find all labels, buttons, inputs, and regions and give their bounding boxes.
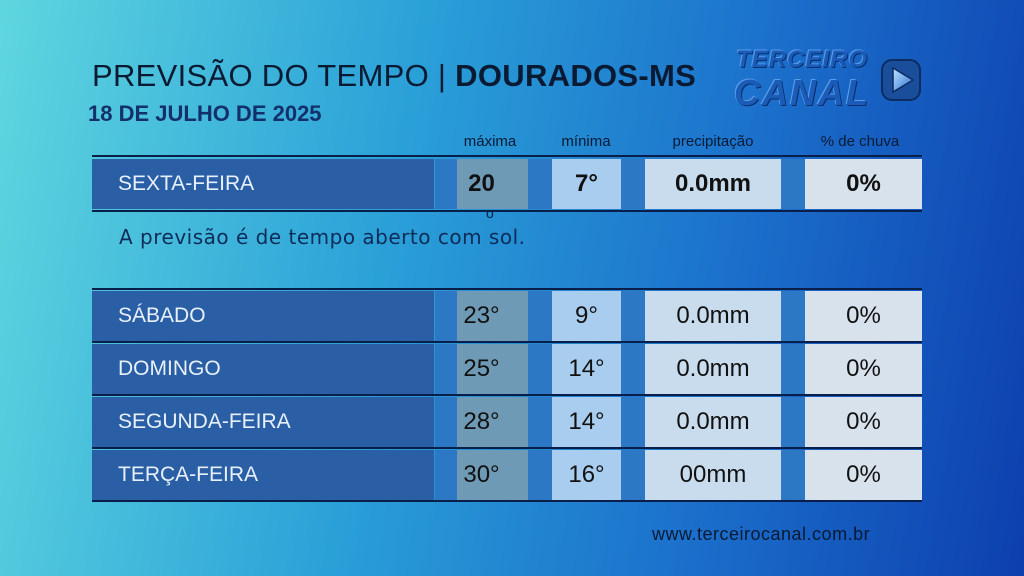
divider: [92, 394, 922, 396]
today-row: SEXTA-FEIRA 20 7° 0.0mm 0%: [92, 159, 922, 209]
col-header-max: máxima: [463, 133, 517, 150]
forecast-rain: 0%: [805, 344, 922, 394]
cell-gap: [621, 450, 645, 500]
divider: [92, 447, 922, 449]
today-max: 20: [468, 170, 495, 197]
col-header-precip: precipitação: [672, 133, 754, 150]
forecast-row: SÁBADO 23° 9° 0.0mm 0%: [92, 291, 922, 341]
play-icon: [881, 59, 921, 101]
forecast-max: 30°: [463, 461, 500, 488]
divider: [92, 288, 922, 290]
forecast-min: 9°: [552, 291, 621, 341]
forecast-row: DOMINGO 25° 14° 0.0mm 0%: [92, 344, 922, 394]
forecast-precip: 0.0mm: [645, 291, 781, 341]
forecast-day: SÁBADO: [92, 291, 434, 341]
divider: [92, 500, 922, 502]
logo-line-1: TERCEIRO: [736, 46, 869, 73]
forecast-day: TERÇA-FEIRA: [92, 450, 434, 500]
cell-gap: [621, 291, 645, 341]
forecast-precip: 0.0mm: [645, 344, 781, 394]
cell-gap: [781, 291, 805, 341]
website-link[interactable]: www.terceirocanal.com.br: [652, 524, 871, 544]
cell-gap: [528, 450, 552, 500]
page-title: PREVISÃO DO TEMPO | DOURADOS-MS: [92, 58, 696, 94]
forecast-min: 14°: [552, 344, 621, 394]
forecast-max-cell: 23°: [435, 291, 529, 341]
forecast-precip: 00mm: [645, 450, 781, 500]
today-rain: 0%: [805, 159, 922, 209]
col-header-min: mínima: [561, 133, 611, 150]
forecast-max: 25°: [463, 355, 500, 382]
logo-line-2: CANAL: [734, 72, 870, 113]
today-day: SEXTA-FEIRA: [92, 159, 434, 209]
divider: [92, 155, 922, 157]
divider: [92, 341, 922, 343]
forecast-rain: 0%: [805, 397, 922, 447]
forecast-day: DOMINGO: [92, 344, 434, 394]
cell-gap: [528, 159, 552, 209]
forecast-rain: 0%: [805, 291, 922, 341]
forecast-precip: 0.0mm: [645, 397, 781, 447]
forecast-row: TERÇA-FEIRA 30° 16° 00mm 0%: [92, 450, 922, 500]
cell-gap: [781, 450, 805, 500]
cell-gap: [781, 159, 805, 209]
today-max-degree: o: [486, 205, 494, 221]
cell-gap: [621, 159, 645, 209]
forecast-description: A previsão é de tempo aberto com sol.: [119, 225, 526, 249]
brand-logo[interactable]: TERCEIRO CANAL: [730, 44, 930, 114]
cell-gap: [528, 291, 552, 341]
forecast-min: 16°: [552, 450, 621, 500]
forecast-max: 23°: [463, 302, 500, 329]
forecast-rain: 0%: [805, 450, 922, 500]
today-precip: 0.0mm: [645, 159, 781, 209]
cell-gap: [621, 344, 645, 394]
forecast-max-cell: 28°: [435, 397, 529, 447]
forecast-max-cell: 30°: [435, 450, 529, 500]
forecast-min: 14°: [552, 397, 621, 447]
title-city: DOURADOS-MS: [455, 58, 697, 93]
today-min: 7°: [552, 159, 621, 209]
cell-gap: [781, 344, 805, 394]
forecast-row: SEGUNDA-FEIRA 28° 14° 0.0mm 0%: [92, 397, 922, 447]
today-max-cell: 20: [435, 159, 529, 209]
forecast-date: 18 DE JULHO DE 2025: [88, 101, 322, 126]
cell-gap: [621, 397, 645, 447]
forecast-max-cell: 25°: [435, 344, 529, 394]
title-prefix: PREVISÃO DO TEMPO |: [92, 58, 456, 93]
cell-gap: [528, 344, 552, 394]
col-header-rain: % de chuva: [820, 133, 900, 150]
cell-gap: [528, 397, 552, 447]
divider: [92, 210, 922, 212]
forecast-day: SEGUNDA-FEIRA: [92, 397, 434, 447]
cell-gap: [781, 397, 805, 447]
forecast-max: 28°: [463, 408, 500, 435]
